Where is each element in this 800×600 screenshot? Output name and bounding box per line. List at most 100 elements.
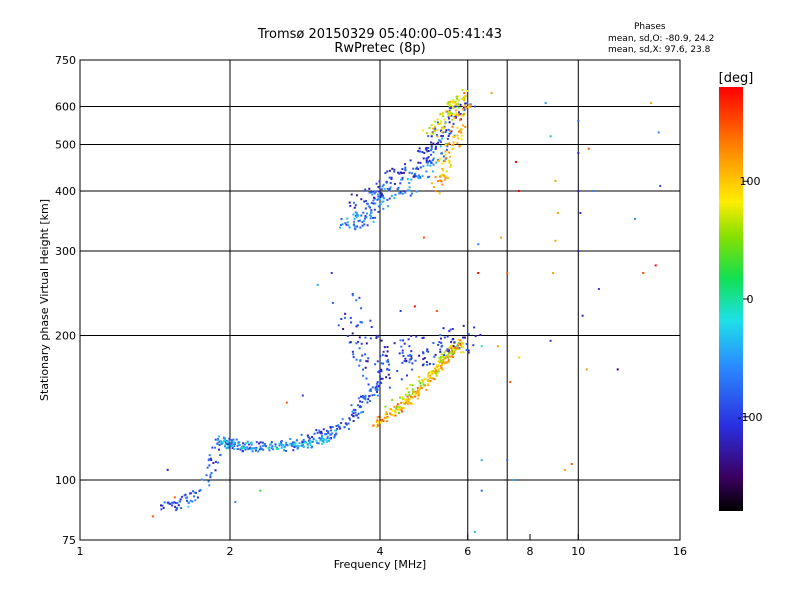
- data-point: [406, 374, 408, 377]
- data-point: [418, 174, 420, 177]
- data-point: [577, 119, 580, 122]
- data-point: [456, 102, 459, 105]
- data-point: [347, 428, 350, 430]
- data-point: [330, 429, 333, 432]
- data-point: [376, 419, 379, 422]
- data-point: [464, 125, 467, 128]
- data-point: [236, 447, 239, 450]
- data-point: [325, 440, 328, 443]
- data-point: [396, 406, 399, 409]
- data-point: [425, 149, 428, 152]
- data-point: [439, 179, 442, 182]
- data-point: [301, 441, 304, 444]
- data-point: [430, 153, 433, 156]
- data-point: [414, 393, 417, 396]
- data-point: [363, 223, 366, 226]
- data-point: [394, 414, 397, 417]
- data-point: [452, 147, 455, 150]
- data-point: [458, 113, 461, 116]
- data-point: [506, 459, 509, 462]
- data-point: [366, 360, 369, 363]
- data-point: [286, 444, 289, 447]
- data-point: [457, 338, 460, 341]
- data-point: [437, 159, 440, 162]
- data-point: [306, 434, 309, 437]
- data-point: [417, 161, 420, 164]
- data-point: [449, 344, 452, 347]
- data-point: [219, 441, 222, 444]
- data-point: [454, 115, 457, 118]
- data-point: [315, 429, 318, 432]
- data-point: [431, 170, 434, 173]
- data-point: [461, 342, 464, 345]
- data-point: [442, 359, 444, 362]
- data-point: [443, 178, 446, 181]
- data-point: [376, 426, 379, 429]
- data-point: [490, 92, 493, 95]
- data-point: [457, 342, 460, 344]
- data-point: [355, 212, 358, 214]
- data-point: [313, 432, 316, 435]
- data-point: [411, 192, 413, 195]
- data-point: [394, 193, 397, 196]
- data-point: [415, 167, 418, 170]
- data-point: [434, 125, 436, 128]
- data-point: [231, 447, 234, 450]
- data-point: [357, 404, 359, 407]
- data-point: [306, 446, 309, 449]
- data-point: [400, 178, 403, 181]
- data-point: [402, 190, 405, 193]
- data-point: [326, 437, 329, 440]
- data-point: [274, 445, 277, 448]
- data-point: [441, 168, 444, 170]
- data-point: [577, 152, 580, 154]
- data-point: [303, 441, 306, 444]
- data-point: [325, 429, 328, 432]
- data-point: [432, 142, 435, 145]
- data-point: [375, 382, 378, 385]
- data-point: [363, 189, 366, 192]
- data-point: [462, 351, 465, 354]
- data-point: [436, 121, 439, 124]
- data-point: [402, 407, 405, 410]
- data-point: [382, 362, 385, 365]
- data-point: [474, 335, 477, 338]
- data-point: [357, 412, 360, 415]
- data-point: [388, 169, 391, 172]
- data-point: [355, 414, 358, 417]
- data-point: [435, 374, 438, 377]
- data-point: [369, 400, 371, 402]
- data-point: [428, 159, 431, 162]
- data-point: [417, 177, 420, 180]
- data-point: [581, 314, 584, 317]
- data-point: [440, 173, 443, 176]
- data-point: [577, 250, 580, 252]
- data-point: [375, 385, 378, 388]
- data-point: [224, 443, 227, 446]
- data-point: [393, 170, 396, 173]
- data-point: [591, 190, 594, 192]
- data-point: [423, 378, 426, 381]
- data-point: [217, 461, 220, 464]
- data-point: [414, 390, 417, 393]
- data-point: [414, 175, 417, 178]
- data-point: [380, 339, 383, 342]
- data-point: [237, 441, 240, 444]
- data-point: [425, 388, 428, 391]
- data-point: [364, 398, 367, 401]
- data-point: [359, 400, 362, 403]
- data-point: [400, 378, 403, 381]
- data-point: [440, 135, 443, 137]
- data-point: [382, 197, 385, 200]
- data-point: [415, 190, 418, 193]
- data-point: [388, 176, 391, 179]
- data-point: [301, 443, 303, 446]
- data-point: [446, 361, 449, 364]
- data-point: [292, 449, 295, 452]
- data-point: [477, 243, 480, 246]
- data-point: [407, 354, 410, 357]
- data-point: [191, 500, 194, 503]
- data-point: [382, 194, 384, 197]
- data-point: [340, 224, 342, 226]
- data-point: [255, 448, 258, 451]
